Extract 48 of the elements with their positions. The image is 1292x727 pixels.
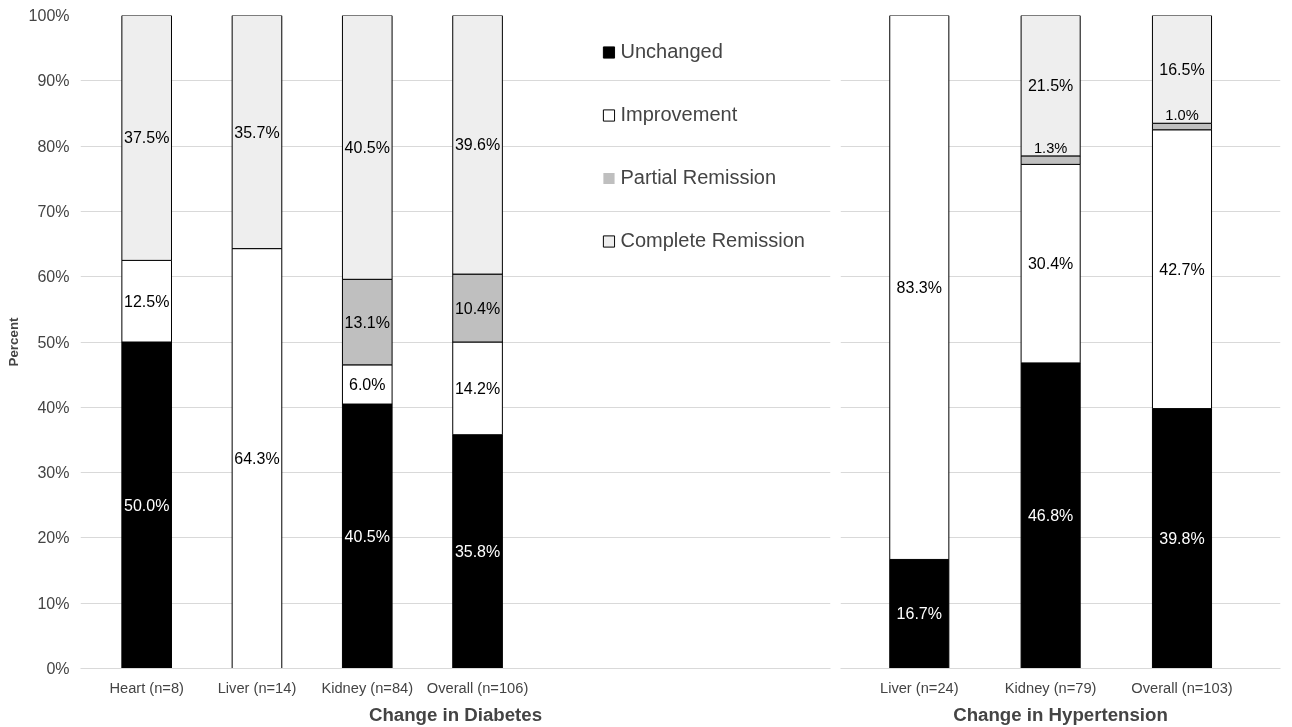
data-label: 13.1% [344, 313, 390, 331]
data-label: 1.3% [1033, 139, 1068, 156]
y-tick-label: 40% [37, 398, 70, 416]
y-tick-label: 80% [37, 137, 70, 155]
data-label: 12.5% [123, 292, 170, 310]
x-tick-label: Kidney (n=84) [321, 679, 414, 696]
data-label: 1.0% [1165, 107, 1199, 124]
x-tick-label: Overall (n=103) [1131, 679, 1233, 696]
y-tick-label: 30% [37, 464, 70, 482]
data-label: 16.7% [896, 605, 942, 623]
y-tick-label: 70% [37, 202, 70, 220]
data-label: 40.5% [344, 138, 390, 156]
x-tick-label: Kidney (n=79) [1004, 679, 1097, 696]
data-label: 21.5% [1027, 77, 1074, 95]
y-tick-label: 50% [37, 333, 70, 351]
data-label: 35.7% [234, 123, 280, 141]
x-axis-title: Change in Diabetes [368, 703, 543, 725]
x-tick-label: Liver (n=14) [217, 679, 297, 696]
data-label: 39.6% [454, 136, 501, 154]
y-tick-label: 100% [28, 7, 70, 24]
data-label: 30.4% [1027, 255, 1074, 273]
y-tick-label: 90% [37, 72, 70, 90]
data-label: 39.8% [1159, 530, 1205, 548]
x-axis-title: Change in Hypertension [953, 703, 1168, 725]
data-label: 10.4% [454, 299, 501, 317]
y-axis-title: Percent [5, 316, 21, 367]
data-label: 42.7% [1159, 260, 1205, 278]
y-tick-label: 20% [37, 529, 70, 547]
x-tick-label: Heart (n=8) [109, 679, 184, 696]
data-label: 6.0% [349, 375, 386, 393]
data-label: 46.8% [1027, 507, 1074, 525]
y-tick-label: 10% [37, 594, 70, 612]
y-tick-label: 60% [37, 268, 70, 286]
legend-label: Unchanged [620, 40, 723, 63]
data-label: 35.8% [454, 543, 501, 561]
x-tick-label: Overall (n=106) [426, 679, 529, 696]
data-label: 14.2% [454, 379, 501, 397]
legend-label: Partial Remission [620, 166, 777, 189]
data-label: 37.5% [123, 129, 170, 147]
y-tick-label: 0% [46, 660, 70, 677]
data-label: 40.5% [344, 527, 390, 545]
legend-label: Improvement [620, 103, 738, 126]
data-label: 16.5% [1159, 60, 1205, 78]
legend-label: Complete Remission [620, 229, 805, 252]
data-label: 50.0% [123, 496, 170, 514]
data-label: 83.3% [896, 278, 942, 296]
data-label: 64.3% [234, 450, 280, 468]
x-tick-label: Liver (n=24) [880, 679, 959, 696]
